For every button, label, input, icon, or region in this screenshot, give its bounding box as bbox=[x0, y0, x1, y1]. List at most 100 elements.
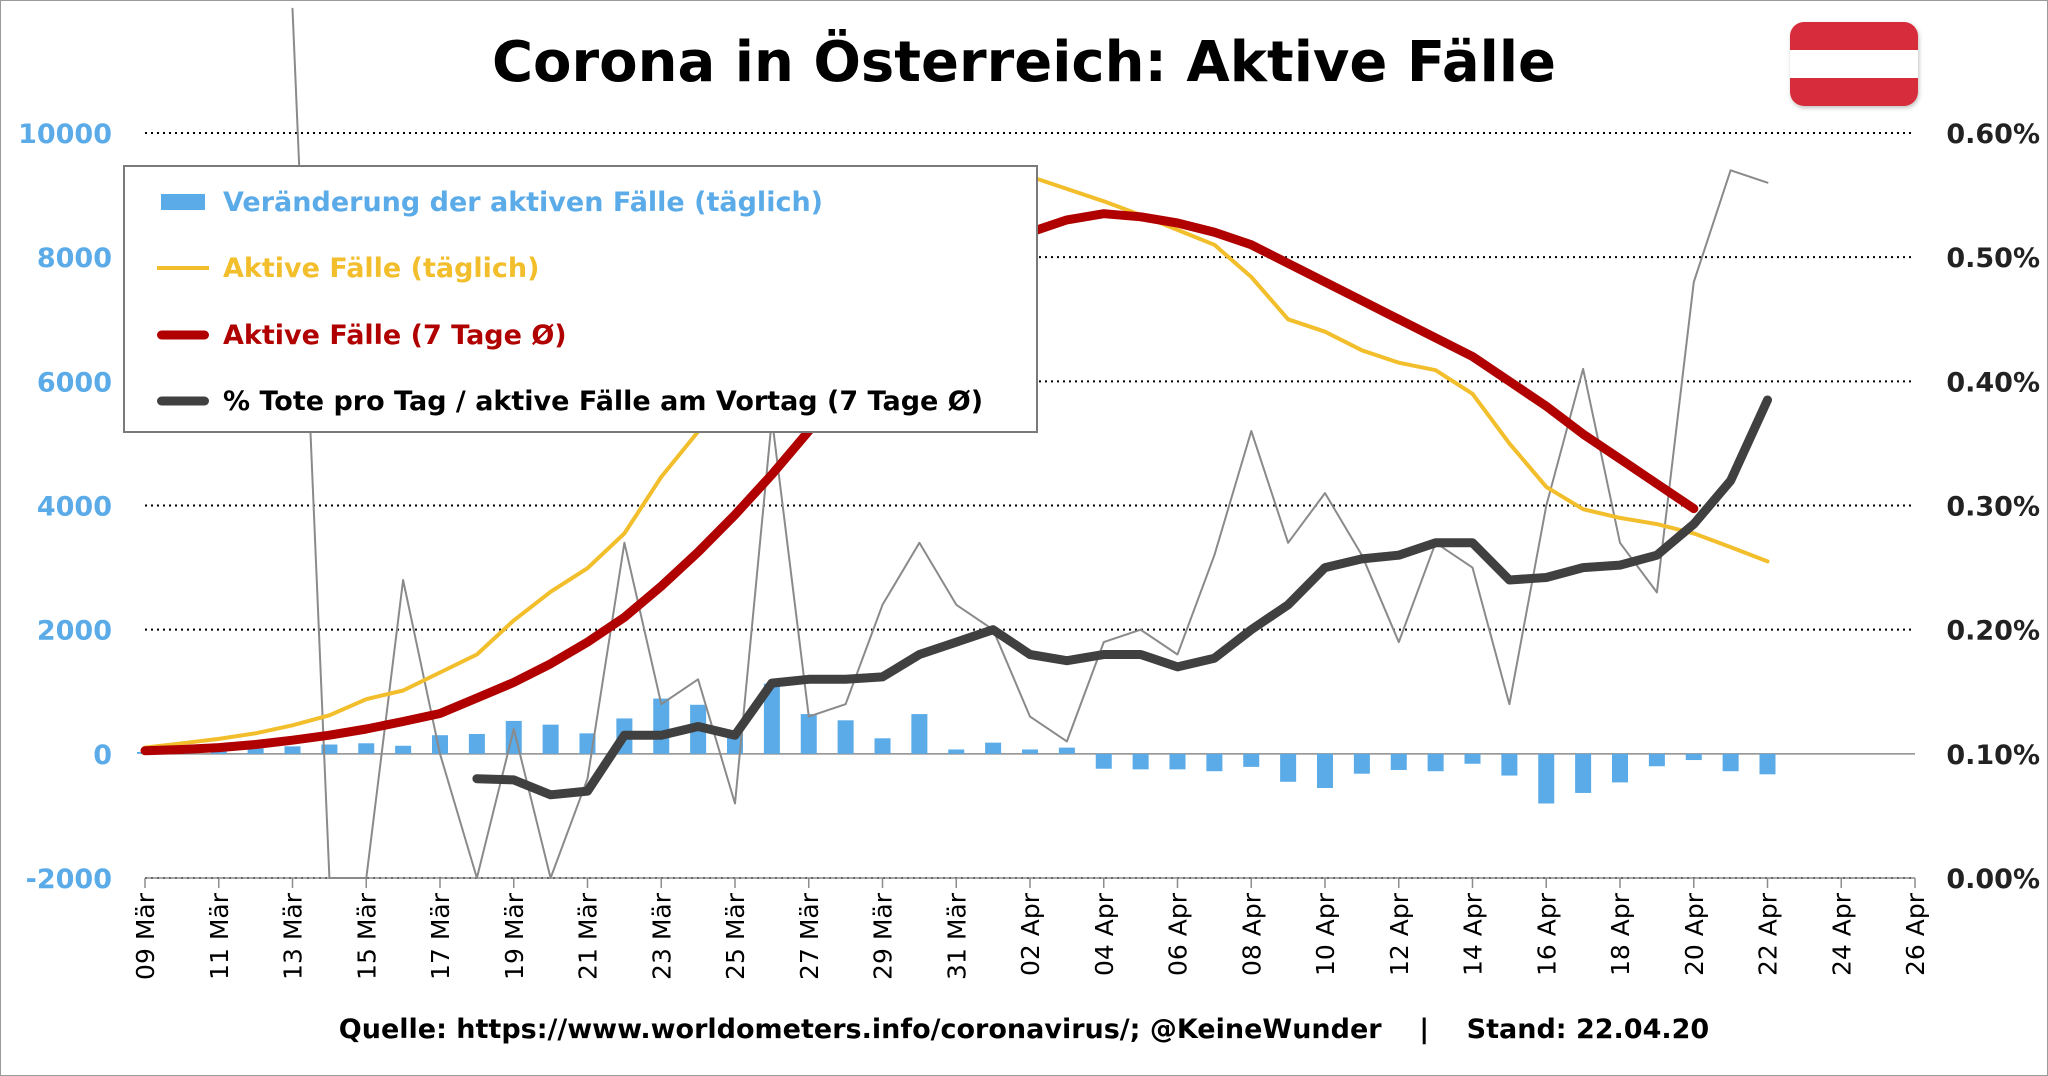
flag-stripe-top bbox=[1790, 22, 1918, 50]
legend-label-active-avg7: Aktive Fälle (7 Tage Ø) bbox=[223, 319, 567, 351]
legend-label-bars: Veränderung der aktiven Fälle (täglich) bbox=[223, 186, 824, 218]
bar bbox=[1685, 753, 1702, 761]
legend: Veränderung der aktiven Fälle (täglich) … bbox=[123, 165, 1038, 433]
austria-flag-icon bbox=[1790, 22, 1918, 106]
bar bbox=[1501, 753, 1518, 776]
bar bbox=[1280, 753, 1297, 782]
bar bbox=[284, 746, 301, 754]
x-tick-label: 29 Mär bbox=[869, 892, 898, 980]
right-tick-label: 0.30% bbox=[1946, 492, 2040, 523]
x-tick-label: 23 Mär bbox=[647, 892, 676, 980]
bar bbox=[542, 724, 559, 754]
legend-key-active-avg7 bbox=[157, 330, 209, 340]
x-tick-label: 09 Mär bbox=[131, 892, 160, 980]
x-tick-label: 25 Mär bbox=[721, 892, 750, 980]
x-tick-label: 10 Apr bbox=[1311, 892, 1340, 976]
bar bbox=[1132, 753, 1149, 770]
bar-series bbox=[137, 683, 1776, 804]
bar bbox=[1575, 753, 1592, 793]
x-tick-label: 22 Apr bbox=[1754, 892, 1783, 976]
legend-key-bars bbox=[161, 194, 205, 210]
x-tick-label: 16 Apr bbox=[1532, 892, 1561, 976]
bar bbox=[1538, 753, 1555, 804]
bar bbox=[1612, 753, 1628, 783]
left-tick-label: 4000 bbox=[37, 492, 112, 523]
bar bbox=[1464, 753, 1481, 764]
right-tick-label: 0.50% bbox=[1946, 243, 2040, 274]
bar bbox=[948, 749, 965, 754]
x-tick-label: 08 Apr bbox=[1237, 892, 1266, 976]
x-tick-label: 13 Mär bbox=[279, 892, 308, 980]
right-axis-labels: 0.00% 0.10% 0.20% 0.30% 0.40% 0.50% 0.60% bbox=[1946, 119, 2040, 895]
x-tick-label: 19 Mär bbox=[500, 892, 529, 980]
x-tick-label: 20 Apr bbox=[1680, 892, 1709, 976]
bar bbox=[1722, 753, 1739, 772]
flag-stripe-bottom bbox=[1790, 78, 1918, 106]
x-tick-label: 06 Apr bbox=[1164, 892, 1193, 976]
left-axis-labels: -2000 0 2000 4000 6000 8000 10000 bbox=[18, 119, 112, 895]
x-tick-label: 17 Mär bbox=[426, 892, 455, 980]
x-tick-label: 21 Mär bbox=[574, 892, 603, 980]
bar bbox=[800, 714, 817, 754]
bar bbox=[985, 742, 1002, 754]
bar bbox=[763, 683, 780, 754]
bar bbox=[837, 720, 854, 754]
line-series bbox=[140, 7, 1772, 879]
legend-item-bars: Veränderung der aktiven Fälle (täglich) bbox=[157, 182, 823, 222]
bar bbox=[1058, 747, 1075, 754]
bar bbox=[358, 743, 375, 754]
bar bbox=[874, 738, 891, 754]
left-tick-label: 0 bbox=[93, 740, 112, 771]
bar bbox=[1206, 753, 1223, 772]
left-tick-label: 8000 bbox=[37, 243, 112, 274]
bar bbox=[1243, 753, 1260, 767]
bar bbox=[1022, 749, 1038, 754]
x-tick-label: 15 Mär bbox=[352, 892, 381, 980]
x-tick-label: 11 Mär bbox=[205, 892, 234, 980]
left-tick-label: 10000 bbox=[18, 119, 112, 150]
x-tick-label: 27 Mär bbox=[795, 892, 824, 980]
x-tick-label: 02 Apr bbox=[1016, 892, 1045, 976]
legend-label-active-daily: Aktive Fälle (täglich) bbox=[223, 252, 540, 284]
line-deaths-pct-daily bbox=[291, 7, 1769, 879]
x-tick-label: 31 Mär bbox=[942, 892, 971, 980]
x-tick-label: 26 Apr bbox=[1901, 892, 1930, 976]
bar bbox=[321, 744, 338, 754]
bar bbox=[1353, 753, 1370, 774]
bar bbox=[1169, 753, 1186, 770]
legend-item-active-daily: Aktive Fälle (täglich) bbox=[157, 248, 540, 288]
bar bbox=[395, 745, 412, 754]
left-tick-label: -2000 bbox=[26, 864, 112, 895]
x-tick-label: 12 Apr bbox=[1385, 892, 1414, 976]
bar bbox=[432, 735, 448, 754]
bar bbox=[1648, 753, 1665, 767]
legend-item-active-avg7: Aktive Fälle (7 Tage Ø) bbox=[157, 315, 567, 355]
x-axis-labels: 09 Mär 11 Mär 13 Mär 15 Mär 17 Mär 19 Mär 21 M… bbox=[131, 892, 1930, 980]
right-tick-label: 0.20% bbox=[1946, 616, 2040, 647]
flag-stripe-middle bbox=[1790, 50, 1918, 78]
bar bbox=[468, 733, 485, 754]
bar bbox=[1427, 753, 1444, 772]
line-deaths-pct-avg7 bbox=[472, 395, 1772, 800]
x-tick-label: 18 Apr bbox=[1606, 892, 1635, 976]
bar bbox=[1095, 753, 1112, 769]
right-tick-label: 0.00% bbox=[1946, 864, 2040, 895]
bar bbox=[1759, 753, 1776, 775]
bar bbox=[911, 714, 928, 754]
x-tick-label: 24 Apr bbox=[1827, 892, 1856, 976]
left-tick-label: 6000 bbox=[37, 367, 112, 398]
x-tick-label: 04 Apr bbox=[1090, 892, 1119, 976]
right-tick-label: 0.60% bbox=[1946, 119, 2040, 150]
chart-title: Corona in Österreich: Aktive Fälle bbox=[491, 30, 1557, 95]
legend-key-active-daily bbox=[157, 266, 209, 270]
x-tick-label: 14 Apr bbox=[1459, 892, 1488, 976]
bar bbox=[247, 748, 264, 754]
right-tick-label: 0.40% bbox=[1946, 367, 2040, 398]
legend-key-deaths-pct bbox=[157, 396, 209, 406]
legend-item-deaths-pct: % Tote pro Tag / aktive Fälle am Vortag … bbox=[157, 381, 983, 421]
source-footer: Quelle: https://www.worldometers.info/co… bbox=[338, 1014, 1710, 1045]
right-tick-label: 0.10% bbox=[1946, 740, 2040, 771]
legend-label-deaths-pct: % Tote pro Tag / aktive Fälle am Vortag … bbox=[223, 385, 984, 417]
left-tick-label: 2000 bbox=[37, 616, 112, 647]
